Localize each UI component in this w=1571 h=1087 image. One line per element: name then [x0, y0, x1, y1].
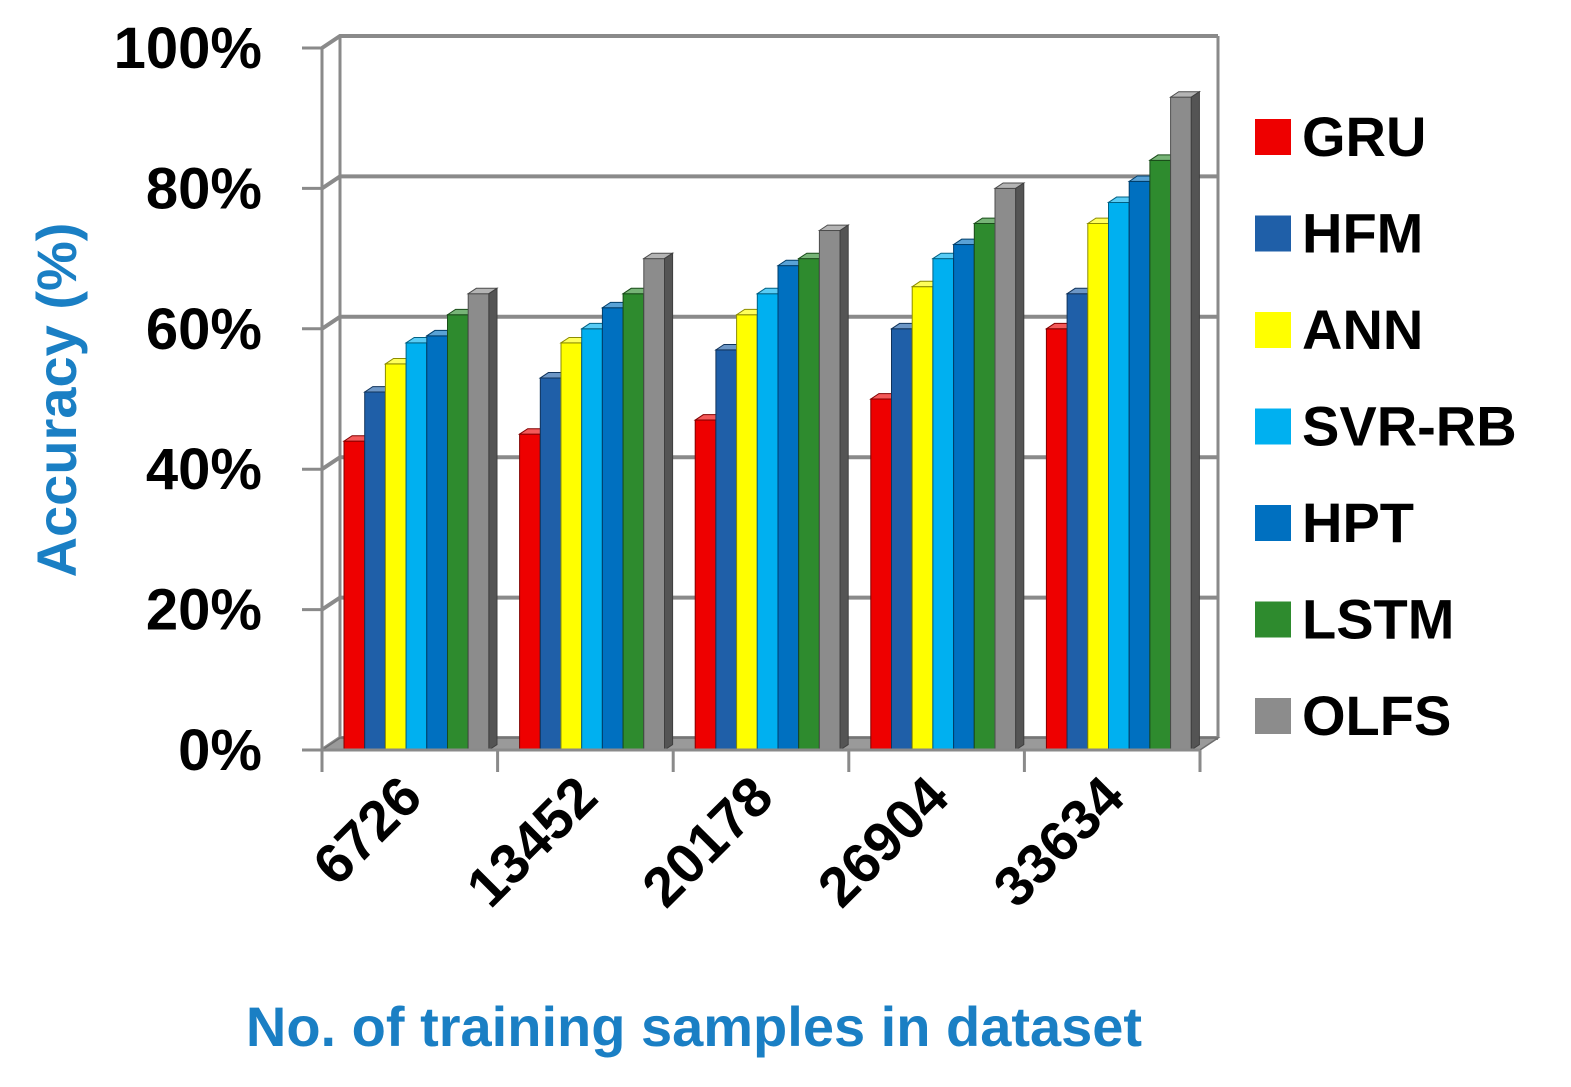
bar-front	[447, 314, 469, 751]
y-tick-labels: 0% 20% 40% 60% 80% 100%	[114, 16, 262, 783]
bar-front	[932, 258, 955, 751]
bar-front	[1066, 293, 1089, 751]
bar-front	[426, 335, 448, 751]
bar-side	[488, 287, 498, 751]
legend-item: ANN	[1255, 298, 1423, 361]
bar	[993, 182, 1026, 751]
bar-front	[1128, 180, 1151, 751]
y-axis-title: Accuracy (%)	[25, 223, 88, 578]
bar-front	[973, 223, 996, 751]
bar-front	[539, 377, 562, 751]
legend-item: OLFS	[1255, 684, 1451, 747]
legend-item: SVR-RB	[1255, 395, 1517, 458]
bar-front	[777, 265, 800, 751]
bar	[466, 287, 499, 751]
x-tick-label: 33634	[981, 764, 1136, 919]
x-tick-labels: 6726 13452 20178 26904 33634	[301, 764, 1136, 919]
gridlines	[320, 34, 1220, 752]
bar-front	[798, 258, 820, 751]
legend-item: GRU	[1255, 105, 1426, 168]
bar-front	[1149, 159, 1172, 751]
y-tick-label: 0%	[178, 718, 262, 783]
bar-front	[756, 293, 779, 751]
bar-front	[953, 244, 975, 751]
y-tick-label: 20%	[146, 578, 262, 643]
legend-swatch	[1255, 312, 1291, 348]
bar-side	[664, 252, 674, 751]
legend-item: HPT	[1255, 491, 1414, 554]
y-tick-label: 40%	[146, 437, 262, 502]
x-tick-label: 20178	[630, 764, 785, 919]
x-axis-title: No. of training samples in dataset	[246, 995, 1142, 1058]
legend: GRU HFM ANN SVR-RB HPT LSTM OLFS	[1255, 105, 1517, 747]
x-tick-label: 26904	[805, 764, 960, 919]
bar-front	[581, 328, 603, 751]
gridline	[320, 174, 1218, 191]
legend-swatch	[1255, 215, 1291, 252]
bar	[642, 252, 675, 751]
legend-swatch	[1255, 505, 1291, 541]
legend-swatch	[1255, 698, 1291, 734]
bar-front	[519, 433, 541, 751]
bar-front	[870, 398, 892, 751]
gridline	[320, 34, 1218, 50]
legend-swatch	[1255, 601, 1291, 638]
y-tick-label: 80%	[146, 156, 262, 221]
bar-front	[622, 293, 645, 751]
legend-label: HFM	[1302, 202, 1423, 265]
bar-front	[715, 349, 738, 751]
bar-front	[560, 342, 583, 751]
x-tick-label: 13452	[454, 764, 609, 919]
bar-side	[839, 224, 849, 751]
bar	[817, 224, 850, 751]
legend-item: LSTM	[1255, 588, 1454, 651]
bar-front	[1108, 201, 1130, 751]
legend-label: HPT	[1302, 491, 1414, 554]
axes	[302, 46, 1202, 772]
bar-front	[343, 440, 366, 751]
bar-side	[1190, 90, 1200, 751]
bar	[1168, 90, 1202, 751]
legend-label: LSTM	[1302, 588, 1454, 651]
bar-front	[694, 419, 717, 751]
legend-swatch	[1255, 119, 1291, 155]
legend-swatch	[1255, 408, 1291, 445]
bars	[342, 90, 1202, 751]
bar-front	[384, 363, 407, 751]
legend-item: HFM	[1255, 202, 1423, 265]
legend-label: OLFS	[1302, 684, 1451, 747]
legend-label: GRU	[1302, 105, 1426, 168]
bar-front	[891, 328, 913, 751]
legend-label: SVR-RB	[1302, 395, 1517, 458]
bar-front	[405, 342, 428, 751]
x-tick-label: 6726	[301, 764, 434, 897]
bar-side	[1015, 182, 1025, 751]
bar-front	[601, 307, 624, 751]
legend-label: ANN	[1302, 298, 1423, 361]
bar-front	[736, 314, 758, 751]
bar-front	[994, 187, 1017, 751]
bar-front	[643, 258, 665, 751]
bar-front	[1045, 328, 1068, 751]
y-tick-label: 100%	[114, 16, 262, 81]
bar-front	[1170, 96, 1192, 751]
bar-front	[1087, 223, 1110, 751]
bar-front	[818, 230, 841, 751]
bar-front	[364, 391, 386, 751]
bar-front	[911, 286, 934, 751]
y-tick-label: 60%	[146, 297, 262, 362]
bar-front	[467, 293, 490, 751]
